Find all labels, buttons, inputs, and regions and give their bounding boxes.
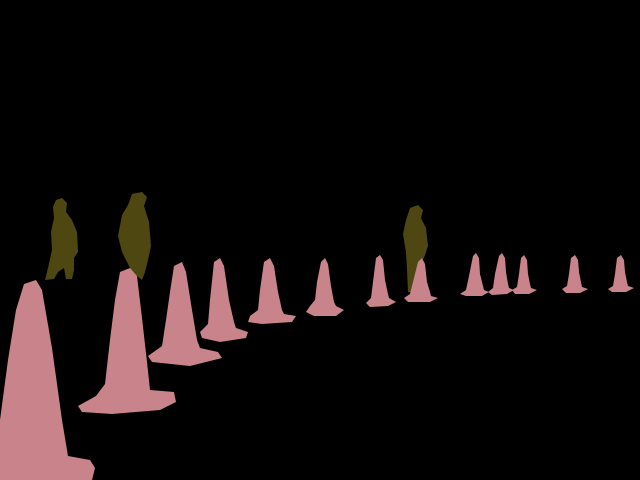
- cone-7: [366, 255, 396, 307]
- cone-13: [608, 255, 634, 292]
- cone-group: [0, 253, 634, 480]
- cone-12: [562, 255, 588, 293]
- cone-10: [488, 253, 514, 295]
- person-right: [403, 205, 428, 292]
- person-left: [45, 198, 78, 280]
- cone-2: [78, 268, 176, 414]
- cone-4: [200, 258, 248, 342]
- cone-5: [248, 258, 296, 324]
- cone-3: [148, 262, 222, 366]
- cone-1: [0, 280, 95, 480]
- person-group: [45, 192, 428, 292]
- person-middle: [118, 192, 151, 280]
- cone-8: [404, 258, 438, 302]
- cone-9: [460, 253, 489, 296]
- cone-6: [306, 258, 344, 316]
- cone-11: [512, 255, 537, 294]
